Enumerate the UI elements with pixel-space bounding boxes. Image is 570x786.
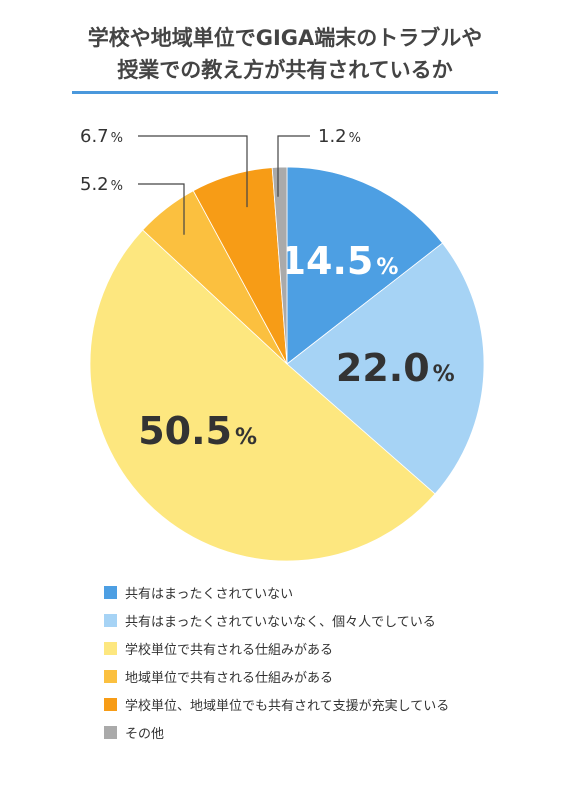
data-label-4: 6.7% bbox=[80, 126, 123, 147]
legend-label: その他 bbox=[125, 726, 165, 742]
chart-legend: 共有はまったくされていない共有はまったくされていないなく、個々人でしている 学校単… bbox=[104, 578, 449, 746]
legend-item-4: 学校単位、地域単位でも共有されて支援が充実している bbox=[104, 690, 449, 718]
leader-line-4 bbox=[138, 135, 248, 208]
pie-slice-2 bbox=[89, 229, 436, 562]
legend-swatch bbox=[104, 697, 117, 711]
chart-title-line-1: 学校や地域単位でGIGA端末のトラブルや bbox=[87, 26, 483, 50]
data-label-2: 50.5% bbox=[138, 409, 257, 453]
legend-label: 学校単位で共有される仕組みがある bbox=[125, 642, 334, 658]
legend-item-0: 共有はまったくされていない bbox=[104, 578, 449, 606]
data-label-3: 5.2% bbox=[80, 174, 123, 195]
pie-slice-0 bbox=[286, 166, 444, 365]
pie-chart: 14.5 % 22.0 % 50.5 % 5.2 % 6.7% 1.2% bbox=[80, 126, 485, 562]
pie-slice-5 bbox=[271, 166, 288, 365]
leader-line-5 bbox=[277, 135, 310, 197]
legend-item-1: 共有はまったくされていないなく、個々人でしている bbox=[104, 606, 449, 634]
legend-swatch bbox=[104, 641, 117, 655]
data-label-5: 1.2% bbox=[318, 126, 361, 147]
legend-label: 学校単位、地域単位でも共有されて支援が充実している bbox=[125, 698, 450, 714]
chart-title: 学校や地域単位でGIGA端末のトラブルや 授業での教え方が共有されているか bbox=[0, 22, 570, 86]
legend-label: 共有はまったくされていないなく、個々人でしている bbox=[125, 614, 436, 630]
data-label-0: 14.5% bbox=[280, 239, 399, 283]
title-underline bbox=[72, 91, 498, 94]
pie-slice-1 bbox=[286, 242, 485, 495]
legend-item-3: 地域単位で共有される仕組みがある bbox=[104, 662, 449, 690]
legend-swatch bbox=[104, 613, 117, 627]
legend-item-5: その他 bbox=[104, 718, 449, 746]
legend-item-2: 学校単位で共有される仕組みがある bbox=[104, 634, 449, 662]
legend-swatch bbox=[104, 585, 117, 599]
chart-title-line-2: 授業での教え方が共有されているか bbox=[117, 58, 453, 82]
legend-label: 共有はまったくされていない bbox=[125, 586, 294, 602]
legend-swatch bbox=[104, 725, 117, 739]
legend-label: 地域単位で共有される仕組みがある bbox=[125, 670, 334, 686]
data-label-1: 22.0% bbox=[336, 346, 455, 390]
leader-line-3 bbox=[138, 183, 185, 235]
legend-swatch bbox=[104, 669, 117, 683]
